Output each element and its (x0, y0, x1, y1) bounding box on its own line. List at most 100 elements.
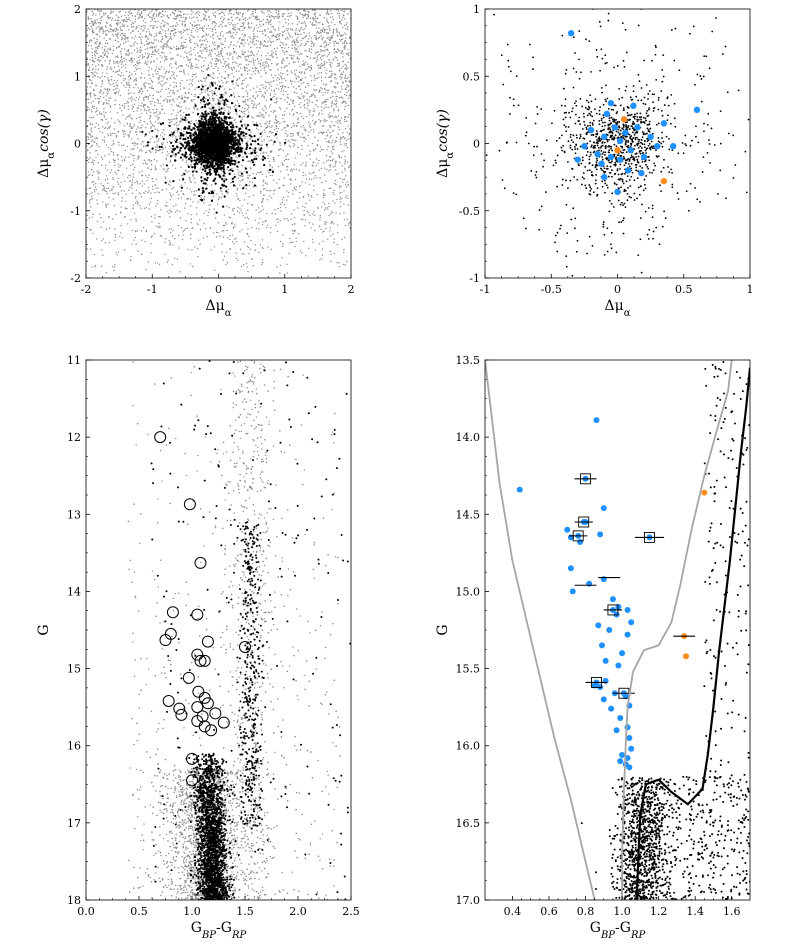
field-point (339, 91, 341, 93)
field-point (123, 48, 126, 50)
field-point (90, 140, 92, 142)
field-point (219, 52, 221, 55)
field-point (344, 32, 346, 34)
field-point (252, 70, 255, 73)
field-point (347, 49, 349, 51)
field-point (319, 14, 321, 17)
field-point (92, 76, 94, 78)
field-point (175, 85, 178, 88)
field-point (270, 11, 272, 14)
field-point (337, 122, 339, 124)
field-point (198, 14, 201, 17)
field-point (131, 192, 134, 194)
field-point (326, 9, 328, 11)
field-point (321, 55, 323, 57)
field-point (210, 49, 213, 51)
field-point (349, 94, 351, 96)
field-point (295, 75, 297, 77)
field-point (207, 34, 210, 36)
field-point (227, 74, 230, 77)
field-point (144, 27, 146, 29)
field-point (227, 192, 229, 195)
field-point (107, 93, 109, 95)
field-point (154, 191, 156, 194)
field-point (292, 193, 294, 195)
field-point (153, 233, 156, 235)
field-point (340, 67, 343, 70)
field-point (239, 184, 241, 186)
field-point (115, 213, 117, 216)
field-point (191, 84, 194, 86)
field-point (327, 53, 330, 56)
field-point (322, 64, 324, 67)
field-point (191, 249, 193, 251)
field-point (173, 92, 176, 95)
field-point (173, 123, 175, 126)
field-point (308, 125, 310, 127)
field-point (165, 32, 167, 34)
field-point (272, 51, 275, 54)
field-point (96, 109, 99, 111)
field-point (161, 88, 163, 91)
field-point (261, 11, 264, 13)
field-point (134, 78, 136, 81)
field-point (92, 232, 94, 235)
field-point (225, 92, 227, 95)
field-point (324, 100, 326, 103)
field-point (264, 62, 267, 64)
field-point (342, 100, 344, 102)
field-point (336, 95, 338, 98)
field-point (128, 53, 131, 55)
field-point (103, 114, 105, 116)
field-point (151, 221, 153, 223)
field-point (258, 18, 260, 21)
field-point (164, 57, 167, 59)
field-point (263, 12, 265, 14)
field-point (307, 134, 309, 136)
field-point (132, 204, 134, 207)
field-point (121, 36, 123, 39)
field-point (333, 73, 336, 75)
field-point (151, 185, 154, 187)
field-point (224, 40, 226, 42)
field-point (274, 189, 276, 191)
field-point (157, 122, 160, 125)
field-point (105, 34, 107, 36)
field-point (251, 67, 254, 69)
field-point (154, 146, 157, 148)
field-point (250, 61, 252, 63)
field-point (306, 82, 309, 85)
field-point (238, 77, 241, 79)
field-point (227, 191, 229, 194)
field-point (307, 275, 310, 277)
field-point (95, 122, 97, 125)
field-point (284, 85, 286, 88)
field-point (267, 154, 269, 157)
field-point (270, 89, 273, 91)
field-point (189, 53, 191, 56)
field-point (274, 74, 277, 77)
field-point (165, 71, 167, 73)
field-point (119, 235, 121, 238)
field-point (282, 243, 284, 245)
field-point (193, 95, 196, 97)
field-point (219, 34, 222, 37)
field-point (218, 100, 221, 102)
field-point (130, 96, 133, 98)
field-point (149, 141, 151, 144)
field-point (202, 13, 205, 16)
field-point (124, 78, 127, 80)
field-point (291, 47, 293, 50)
field-point (292, 122, 295, 125)
field-point (249, 138, 251, 141)
field-point (193, 99, 195, 101)
field-point (326, 238, 329, 240)
field-point (189, 179, 191, 182)
field-point (301, 144, 303, 147)
field-point (289, 141, 291, 143)
field-point (338, 31, 340, 34)
field-point (278, 141, 281, 144)
field-point (138, 171, 141, 173)
field-point (88, 158, 90, 160)
field-point (249, 54, 251, 57)
